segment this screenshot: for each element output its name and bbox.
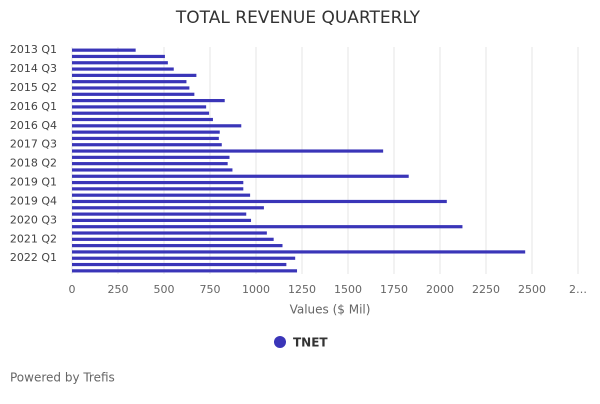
- y-tick-label: 2013 Q1: [10, 43, 57, 56]
- bar: [72, 143, 222, 147]
- bar: [72, 237, 274, 241]
- bar: [72, 244, 283, 248]
- bar: [72, 212, 247, 216]
- y-tick-label: 2022 Q1: [10, 251, 57, 264]
- bar: [72, 262, 287, 267]
- bar: [72, 61, 168, 65]
- y-tick-label: 2020 Q3: [10, 213, 57, 226]
- bar: [72, 155, 230, 159]
- x-tick-label: 2500: [518, 283, 546, 296]
- bar: [72, 48, 136, 52]
- x-tick-label: 750: [200, 283, 221, 296]
- bar: [72, 225, 463, 229]
- bar: [72, 98, 225, 103]
- x-tick-label: 1000: [242, 283, 270, 296]
- bar: [72, 111, 210, 115]
- bar: [72, 199, 447, 204]
- y-tick-label: 2014 Q3: [10, 62, 57, 75]
- y-tick-label: 2016 Q1: [10, 100, 57, 113]
- bar: [72, 136, 219, 141]
- y-tick-label: 2018 Q2: [10, 157, 57, 170]
- bar: [72, 218, 252, 223]
- x-tick-label: 2000: [426, 283, 454, 296]
- x-tick-label: 1500: [334, 283, 362, 296]
- bar: [72, 117, 213, 122]
- x-tick-label: 1250: [288, 283, 316, 296]
- x-tick-label: 0: [69, 283, 76, 296]
- legend-label: TNET: [293, 336, 328, 350]
- bar: [72, 124, 242, 128]
- x-tick-label: 2…: [569, 283, 587, 296]
- y-tick-label: 2016 Q4: [10, 119, 57, 132]
- bar: [72, 105, 207, 109]
- y-tick-label: 2019 Q1: [10, 176, 57, 189]
- bar: [72, 80, 187, 84]
- bar: [72, 231, 267, 235]
- bar: [72, 92, 195, 96]
- y-tick-label: 2021 Q2: [10, 232, 57, 245]
- bar: [72, 54, 165, 59]
- chart-title: TOTAL REVENUE QUARTERLY: [175, 8, 421, 28]
- x-axis-label: Values ($ Mil): [290, 303, 371, 317]
- bar: [72, 168, 233, 172]
- y-tick-label: 2017 Q3: [10, 138, 57, 151]
- bar: [72, 193, 251, 197]
- bar: [72, 73, 197, 77]
- x-tick-label: 500: [154, 283, 175, 296]
- bar: [72, 269, 298, 273]
- x-tick-label: 1750: [380, 283, 408, 296]
- y-tick-label: 2019 Q4: [10, 194, 57, 207]
- bar: [72, 174, 409, 178]
- bar: [72, 162, 228, 166]
- x-tick-label: 250: [108, 283, 129, 296]
- y-tick-label: 2015 Q2: [10, 81, 57, 94]
- bar: [72, 250, 526, 254]
- bar: [72, 180, 244, 185]
- bar: [72, 187, 244, 191]
- bar: [72, 67, 174, 71]
- bar: [72, 256, 296, 260]
- x-tick-label: 2250: [472, 283, 500, 296]
- bar: [72, 149, 384, 153]
- legend-marker: [274, 336, 286, 348]
- bar: [72, 130, 220, 134]
- bar: [72, 206, 264, 210]
- footer: Powered by Trefis: [10, 371, 115, 385]
- bar: [72, 86, 190, 90]
